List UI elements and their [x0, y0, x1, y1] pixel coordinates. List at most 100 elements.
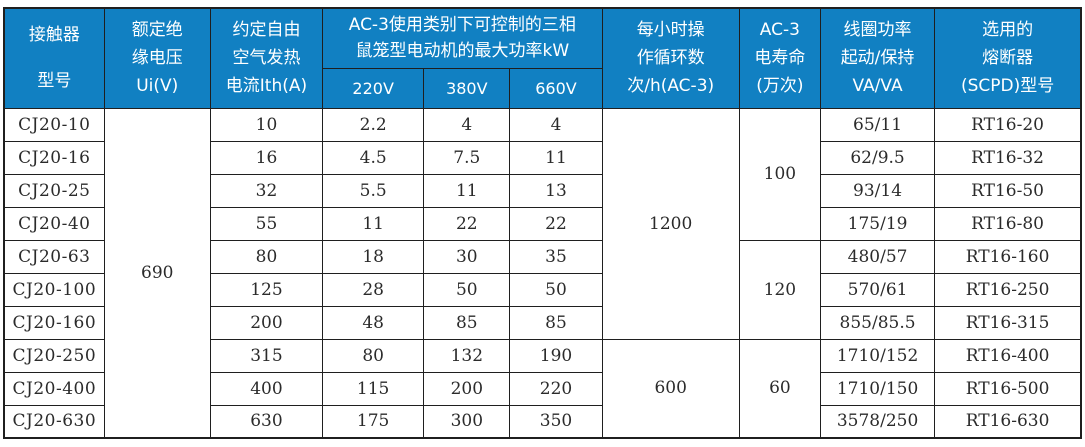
header-line: 线圈功率 [843, 20, 912, 41]
cell-coil-power: 480/57 [819, 239, 936, 274]
cell-model: CJ20-630 [3, 404, 105, 439]
cell-power-220v: 115 [322, 371, 425, 406]
cell-power-380v: 22 [423, 206, 511, 241]
cell-power-660v: 4 [509, 107, 603, 142]
cell-model: CJ20-40 [3, 206, 105, 241]
cell-ith: 315 [209, 338, 324, 373]
cell-model: CJ20-250 [3, 338, 105, 373]
cell-fuse: RT16-315 [934, 305, 1082, 340]
cell-fuse: RT16-32 [934, 140, 1082, 175]
header-row-top: 接触器 型号 额定绝 缘电压 Ui(V) 约定自由 空气发热 电流Ith(A) … [3, 7, 1082, 109]
cell-life: 120 [738, 239, 821, 340]
cell-power-660v: 220 [509, 371, 603, 406]
table-row: CJ20-40 55 11 22 22 175/19 RT16-80 [3, 206, 1082, 241]
header-line: AC-3使用类别下可控制的三相 [348, 15, 576, 36]
header-line: VA/VA [852, 76, 903, 97]
header-row-voltages: 220V 380V 660V [4, 67, 1081, 109]
cell-fuse: RT16-500 [934, 371, 1082, 406]
cell-power-660v: 22 [509, 206, 603, 241]
header-line: 电寿命 [754, 48, 806, 69]
contactor-spec-table: 接触器 型号 额定绝 缘电压 Ui(V) 约定自由 空气发热 电流Ith(A) … [3, 7, 1082, 439]
cell-life: 60 [738, 338, 821, 439]
cell-fuse: RT16-80 [934, 206, 1082, 241]
header-line: 熔断器 [982, 48, 1034, 69]
header-electrical-life: AC-3 电寿命 (万次) [738, 7, 821, 109]
header-contactor-model: 接触器 型号 [3, 7, 105, 109]
header-line: 起动/保持 [840, 48, 915, 69]
cell-power-220v: 2.2 [322, 107, 425, 142]
table-row: CJ20-25 32 5.5 11 13 93/14 RT16-50 [3, 173, 1082, 208]
cell-power-660v: 13 [509, 173, 603, 208]
cell-power-380v: 132 [423, 338, 511, 373]
header-line: 选用的 [982, 20, 1034, 41]
cell-ith: 400 [209, 371, 324, 406]
cell-life: 100 [738, 107, 821, 241]
cell-model: CJ20-63 [3, 239, 105, 274]
cell-power-220v: 18 [322, 239, 425, 274]
header-line: 鼠笼型电动机的最大功率kW [355, 41, 570, 62]
table-row: CJ20-100 125 28 50 50 570/61 RT16-250 [3, 272, 1082, 307]
cell-fuse: RT16-160 [934, 239, 1082, 274]
cell-power-380v: 30 [423, 239, 511, 274]
table-row: CJ20-63 80 18 30 35 120 480/57 RT16-160 [3, 239, 1082, 340]
table-row: CJ20-400 400 115 200 220 1710/150 RT16-5… [3, 371, 1082, 406]
cell-coil-power: 855/85.5 [819, 305, 936, 340]
cell-power-660v: 190 [509, 338, 603, 373]
header-line: 约定自由 [232, 20, 301, 41]
header-fuse-type: 选用的 熔断器 (SCPD)型号 [934, 7, 1082, 109]
header-line: 空气发热 [232, 48, 301, 69]
cell-coil-power: 3578/250 [819, 404, 936, 439]
cell-power-380v: 85 [423, 305, 511, 340]
cell-power-380v: 7.5 [423, 140, 511, 175]
table-header: 接触器 型号 额定绝 缘电压 Ui(V) 约定自由 空气发热 电流Ith(A) … [3, 7, 1082, 109]
cell-fuse: RT16-400 [934, 338, 1082, 373]
cell-fuse: RT16-630 [934, 404, 1082, 439]
header-line: 型号 [37, 71, 72, 92]
cell-power-220v: 80 [322, 338, 425, 373]
cell-model: CJ20-10 [3, 107, 105, 142]
cell-power-380v: 200 [423, 371, 511, 406]
table-row: CJ20-630 630 175 300 350 3578/250 RT16-6… [3, 404, 1082, 439]
cell-ith: 10 [209, 107, 324, 142]
cell-coil-power: 1710/150 [819, 371, 936, 406]
cell-ith: 630 [209, 404, 324, 439]
cell-power-220v: 28 [322, 272, 425, 307]
header-line: 次/h(AC-3) [627, 76, 715, 97]
cell-coil-power: 175/19 [819, 206, 936, 241]
cell-coil-power: 93/14 [819, 173, 936, 208]
cell-model: CJ20-16 [3, 140, 105, 175]
cell-fuse: RT16-20 [934, 107, 1082, 142]
header-line: 缘电压 [131, 48, 183, 69]
header-line: (万次) [756, 76, 804, 97]
cell-insulation-voltage: 690 [103, 107, 211, 439]
cell-power-220v: 11 [322, 206, 425, 241]
header-line: Ui(V) [136, 76, 179, 97]
header-line: (SCPD)型号 [960, 76, 1055, 97]
cell-power-220v: 175 [322, 404, 425, 439]
header-thermal-current: 约定自由 空气发热 电流Ith(A) [209, 7, 324, 109]
cell-power-660v: 85 [509, 305, 603, 340]
table-row: CJ20-250 315 80 132 190 600 60 1710/152 … [3, 338, 1082, 439]
header-line: 接触器 [28, 25, 80, 46]
table-body: CJ20-10 690 10 2.2 4 4 1200 100 65/11 RT… [3, 107, 1082, 439]
cell-power-380v: 300 [423, 404, 511, 439]
cell-coil-power: 570/61 [819, 272, 936, 307]
header-line: 作循环数 [636, 48, 705, 69]
cell-coil-power: 1710/152 [819, 338, 936, 373]
cell-model: CJ20-25 [3, 173, 105, 208]
cell-fuse: RT16-50 [934, 173, 1082, 208]
cell-power-660v: 50 [509, 272, 603, 307]
cell-power-220v: 4.5 [322, 140, 425, 175]
cell-power-380v: 11 [423, 173, 511, 208]
header-660v: 660V [509, 67, 603, 109]
table-row: CJ20-16 16 4.5 7.5 11 62/9.5 RT16-32 [3, 140, 1082, 175]
cell-model: CJ20-100 [3, 272, 105, 307]
cell-ith: 125 [209, 272, 324, 307]
table-row: CJ20-160 200 48 85 85 855/85.5 RT16-315 [3, 305, 1082, 340]
cell-fuse: RT16-250 [934, 272, 1082, 307]
header-coil-power: 线圈功率 起动/保持 VA/VA [819, 7, 936, 109]
cell-ith: 55 [209, 206, 324, 241]
cell-coil-power: 62/9.5 [819, 140, 936, 175]
table-row: CJ20-10 690 10 2.2 4 4 1200 100 65/11 RT… [3, 107, 1082, 439]
header-line: AC-3 [759, 20, 800, 41]
